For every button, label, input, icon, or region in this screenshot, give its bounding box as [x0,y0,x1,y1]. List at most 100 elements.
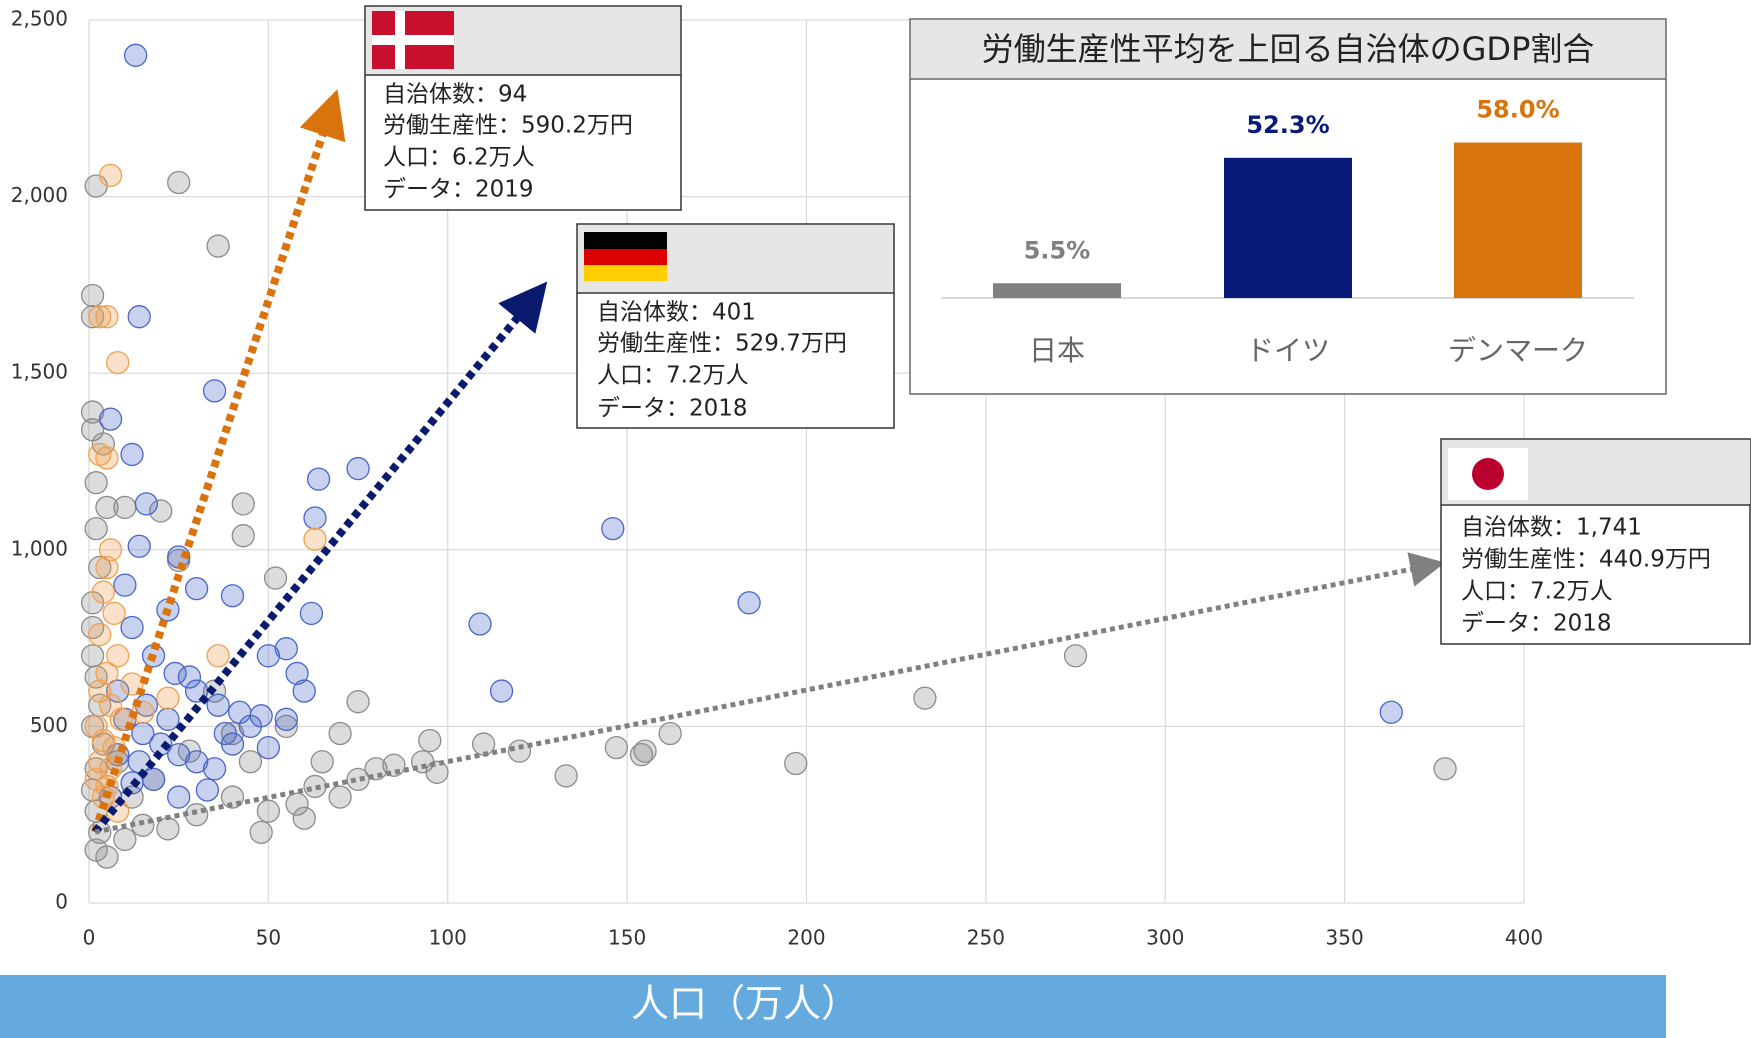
y-tick-label: 1,000 [11,536,68,560]
point [303,506,327,530]
inset-header [911,20,1665,78]
x-tick-label: 150 [608,926,646,950]
point [184,803,209,827]
point [95,555,119,580]
point [310,750,334,774]
point [274,714,298,739]
point [127,750,151,774]
point [95,446,119,470]
point [206,644,230,668]
category-label: デンマーク [1448,334,1588,367]
point [737,591,761,615]
point [113,573,137,597]
point [84,471,108,495]
point [195,778,220,802]
point [113,827,137,852]
point [91,580,115,604]
point [113,495,137,520]
point [106,679,130,703]
y-tick-label: 1,500 [11,360,68,384]
point [163,661,187,686]
arrow [91,281,548,835]
info-text: 労働生産性：529.7万円 [597,331,847,357]
info-box: 自治体数：401 労働生産性：529.7万円 人口：7.2万人 データ：2018 [576,223,895,429]
x-axis-label: 人口（万人） [631,982,859,1026]
point [95,495,119,520]
x-tick-label: 250 [967,926,1005,950]
point [95,661,119,686]
point [238,714,263,739]
point [633,739,657,763]
point [418,728,442,753]
point [346,690,370,714]
y-tick-label: 2,500 [11,7,68,31]
point [120,615,144,640]
point [202,379,227,403]
arrow [94,552,1446,835]
point [84,714,108,739]
point [106,350,130,375]
point [256,799,281,823]
bar [1454,142,1582,298]
point [1063,644,1088,668]
point [784,751,808,776]
y-tick-label: 2,000 [11,183,68,207]
point [120,442,144,467]
point [184,577,209,601]
value-label: 52.3% [1246,111,1329,139]
info-text: 労働生産性：440.9万円 [1461,547,1711,573]
info-box: 自治体数：94 労働生産性：590.2万円 人口：6.2万人 データ：2019 [364,5,682,211]
point [213,721,237,746]
point [184,750,209,774]
info-text: データ：2018 [1461,611,1612,637]
info-text: 人口：7.2万人 [597,363,749,389]
point [127,305,151,329]
point [263,566,288,590]
inset-title: 労働生産性平均を上回る自治体のGDP割合 [982,30,1595,68]
point [131,721,155,746]
point [167,170,191,195]
x-tick-label: 0 [83,926,96,950]
x-tick-label: 400 [1505,926,1543,950]
point [134,492,159,516]
point [507,739,532,763]
point [328,785,352,809]
bar [1224,157,1352,298]
point [1433,757,1457,781]
point [98,407,123,431]
point [156,707,180,731]
point [88,622,112,647]
point [98,163,123,188]
info-text: データ：2018 [597,396,748,422]
category-label: 日本 [1029,334,1085,367]
x-tick-label: 300 [1146,926,1184,950]
point [274,637,298,661]
point [249,820,273,845]
point [80,644,105,668]
point [256,735,281,760]
point [202,757,227,781]
point [80,400,105,424]
point [274,707,298,731]
x-axis-band [0,975,1666,1038]
point [98,538,123,562]
info-text: 人口：6.2万人 [383,145,535,171]
y-tick-label: 0 [55,890,68,914]
info-text: 労働生産性：590.2万円 [383,113,633,139]
point [303,527,327,551]
inset-chart: 労働生産性平均を上回る自治体のGDP割合 5.5% 日本 52.3% ドイツ 58.0%… [909,18,1667,395]
point [425,760,449,784]
point [167,743,191,767]
point [123,43,148,67]
ticks: 0 50 100 150 200 250 300 350 400 0 500 1,000 1,500 2,… [11,7,1543,950]
bar [993,283,1121,298]
point [88,305,112,329]
point [106,644,130,668]
flag [584,232,667,249]
x-tick-label: 350 [1326,926,1364,950]
point [206,693,230,717]
point [328,721,352,746]
point [604,735,629,760]
point [231,492,255,516]
